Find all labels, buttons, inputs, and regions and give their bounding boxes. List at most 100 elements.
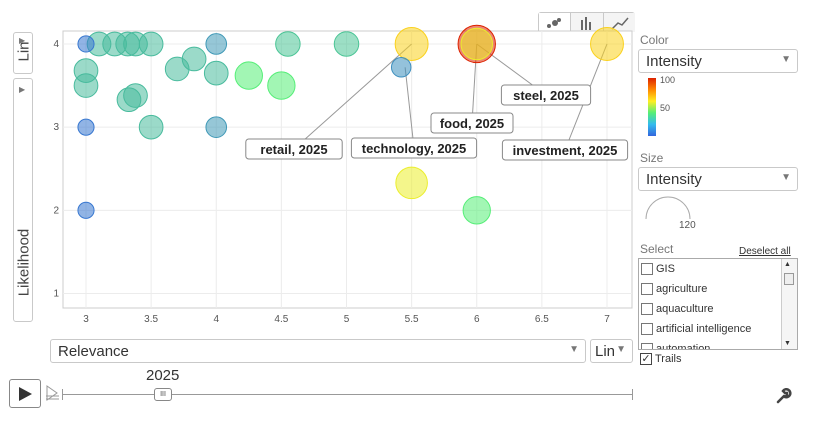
list-scrollbar[interactable]: ▲ ▼ bbox=[781, 259, 797, 349]
speed-control[interactable] bbox=[45, 383, 61, 408]
size-legend-value: 120 bbox=[679, 220, 696, 231]
bubble[interactable] bbox=[77, 35, 95, 53]
select-list-item[interactable]: aquaculture bbox=[639, 299, 781, 319]
bubble[interactable] bbox=[462, 196, 491, 225]
color-legend-max: 100 bbox=[660, 75, 676, 85]
annotation-label: retail, 2025 bbox=[245, 138, 343, 160]
color-select-value: Intensity bbox=[646, 53, 702, 70]
x-tick-label: 6 bbox=[474, 314, 480, 325]
select-list-item[interactable]: artificial intelligence bbox=[639, 319, 781, 339]
bubble[interactable] bbox=[123, 83, 148, 108]
trails-checkbox[interactable]: ✓ Trails bbox=[640, 353, 681, 365]
bar-chart-icon bbox=[581, 16, 591, 30]
checkbox[interactable] bbox=[641, 283, 653, 295]
x-tick-label: 6.5 bbox=[535, 314, 549, 325]
y-tick-label: 4 bbox=[53, 39, 59, 50]
y-axis-selector[interactable]: ▶ Likelihood bbox=[13, 78, 33, 322]
x-scale-label: Lin bbox=[595, 343, 616, 360]
check-icon: ✓ bbox=[640, 353, 652, 365]
select-label: Select bbox=[640, 242, 674, 256]
checkbox[interactable] bbox=[641, 343, 653, 349]
annotation-box bbox=[500, 84, 592, 106]
bubble[interactable] bbox=[267, 71, 296, 100]
checkbox[interactable] bbox=[641, 303, 653, 315]
trails-label: Trails bbox=[655, 353, 682, 365]
speed-icon bbox=[46, 385, 59, 401]
color-legend bbox=[648, 78, 656, 136]
y-scale-arrow-icon: ▶ bbox=[19, 36, 26, 45]
y-tick-label: 3 bbox=[53, 122, 59, 133]
bubble[interactable] bbox=[203, 60, 229, 86]
select-list-item-label: GIS bbox=[656, 263, 675, 275]
annotation-box bbox=[350, 137, 478, 159]
bubble[interactable] bbox=[394, 27, 429, 61]
size-legend-arc bbox=[645, 196, 691, 220]
bar-chart-tab[interactable] bbox=[570, 13, 603, 32]
bubble[interactable] bbox=[333, 31, 360, 57]
line-chart-tab[interactable] bbox=[603, 13, 635, 32]
scroll-down-icon[interactable]: ▼ bbox=[784, 340, 791, 347]
x-scale-select[interactable]: Lin ▼ bbox=[590, 339, 633, 363]
bubble[interactable] bbox=[460, 27, 494, 61]
dropdown-arrow-icon: ▼ bbox=[781, 54, 791, 65]
annotation-leader-line bbox=[404, 67, 415, 149]
select-list-item[interactable]: agriculture bbox=[639, 279, 781, 299]
annotation-label: food, 2025 bbox=[430, 112, 514, 134]
size-select[interactable]: Intensity ▼ bbox=[638, 167, 798, 191]
bubble-chart-icon bbox=[547, 17, 561, 28]
scroll-up-icon[interactable]: ▲ bbox=[784, 261, 791, 268]
deselect-all-link[interactable]: Deselect all bbox=[739, 246, 791, 257]
x-tick-label: 3 bbox=[83, 314, 89, 325]
bubble-chart-tab[interactable] bbox=[539, 13, 569, 32]
x-tick-label: 5.5 bbox=[405, 314, 419, 325]
color-legend-mid: 50 bbox=[660, 103, 671, 113]
y-selector-arrow-icon: ▶ bbox=[19, 85, 26, 94]
dropdown-arrow-icon: ▼ bbox=[781, 172, 791, 183]
bubble[interactable] bbox=[77, 118, 95, 136]
color-select[interactable]: Intensity ▼ bbox=[638, 49, 798, 73]
select-list-item-label: aquaculture bbox=[656, 303, 714, 315]
select-list-item[interactable]: automation bbox=[639, 339, 781, 349]
bubble[interactable] bbox=[390, 57, 412, 78]
select-list[interactable]: GIS agriculture aquaculture artificial inte… bbox=[638, 258, 798, 350]
timeline-start-tick bbox=[62, 389, 63, 400]
wrench-icon bbox=[776, 388, 792, 404]
bubble[interactable] bbox=[205, 33, 228, 55]
annotation-text: steel, 2025 bbox=[513, 88, 579, 103]
checkbox[interactable] bbox=[641, 323, 653, 335]
bubble[interactable] bbox=[77, 201, 95, 219]
scroll-thumb[interactable] bbox=[784, 273, 794, 285]
bubble[interactable] bbox=[590, 27, 624, 61]
bubble[interactable] bbox=[138, 114, 164, 140]
timeline-slider-handle[interactable]: III bbox=[154, 388, 172, 401]
annotation-box bbox=[430, 112, 514, 134]
settings-button[interactable] bbox=[774, 386, 794, 406]
x-tick-label: 4 bbox=[213, 314, 219, 325]
play-button[interactable] bbox=[9, 379, 41, 408]
annotation-text: technology, 2025 bbox=[362, 141, 467, 156]
annotation-box bbox=[501, 139, 629, 161]
bubble[interactable] bbox=[395, 166, 428, 200]
select-list-item-label: agriculture bbox=[656, 283, 708, 295]
annotation-leader-line bbox=[293, 43, 412, 150]
select-list-item-label: artificial intelligence bbox=[656, 323, 752, 335]
annotation-text: retail, 2025 bbox=[260, 142, 327, 157]
y-scale-select[interactable]: Lin ▶ bbox=[13, 32, 33, 74]
x-tick-label: 5 bbox=[344, 314, 350, 325]
annotation-text: food, 2025 bbox=[440, 116, 504, 131]
checkbox[interactable] bbox=[641, 263, 653, 275]
select-list-item[interactable]: GIS bbox=[639, 259, 781, 279]
bubble[interactable] bbox=[205, 116, 228, 138]
timeline-track[interactable] bbox=[62, 394, 633, 395]
bubble[interactable] bbox=[73, 73, 99, 98]
annotation-label: investment, 2025 bbox=[501, 139, 629, 161]
bubble[interactable] bbox=[138, 31, 164, 57]
annotation-label: steel, 2025 bbox=[500, 84, 592, 106]
bubble[interactable] bbox=[275, 31, 301, 57]
bubble[interactable] bbox=[181, 46, 207, 72]
y-tick-label: 1 bbox=[53, 289, 59, 300]
bubble[interactable] bbox=[234, 61, 263, 90]
play-icon bbox=[19, 386, 32, 401]
dropdown-arrow-icon: ▼ bbox=[616, 344, 626, 355]
x-axis-selector[interactable]: Relevance ▼ bbox=[50, 339, 586, 363]
